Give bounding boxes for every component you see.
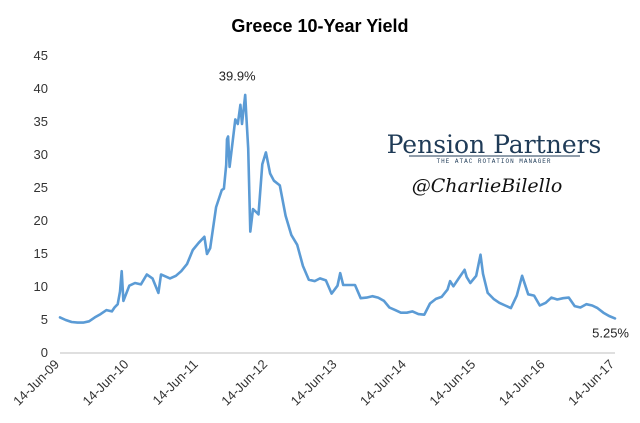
pension-partners-logo: Pension Partners THE ATAC ROTATION MANAG… xyxy=(387,130,602,165)
x-tick-label: 14-Jun-15 xyxy=(426,357,478,409)
twitter-handle: @CharlieBilello xyxy=(412,175,563,197)
annotations: 39.9% 5.25% xyxy=(219,69,630,341)
x-tick-label: 14-Jun-17 xyxy=(565,357,617,409)
x-tick-label: 14-Jun-13 xyxy=(288,357,340,409)
x-tick-label: 14-Jun-09 xyxy=(10,357,62,409)
series-line xyxy=(58,93,617,324)
y-tick-label: 45 xyxy=(34,48,48,63)
y-tick-label: 25 xyxy=(34,180,48,195)
y-tick-label: 20 xyxy=(34,213,48,228)
annotation-label: 5.25% xyxy=(592,325,629,340)
y-tick-label: 10 xyxy=(34,279,48,294)
y-axis: 0 5 10 15 20 25 30 35 40 45 xyxy=(34,48,48,360)
x-tick-label: 14-Jun-11 xyxy=(150,357,201,408)
y-tick-label: 0 xyxy=(41,345,48,360)
y-tick-label: 15 xyxy=(34,246,48,261)
annotation-label: 39.9% xyxy=(219,69,256,84)
brand-name: Pension Partners xyxy=(387,130,602,159)
y-tick-label: 35 xyxy=(34,114,48,129)
y-tick-label: 5 xyxy=(41,312,48,327)
x-tick-label: 14-Jun-16 xyxy=(496,357,548,409)
x-tick-label: 14-Jun-10 xyxy=(79,357,131,409)
y-tick-label: 40 xyxy=(34,81,48,96)
chart-title: Greece 10-Year Yield xyxy=(231,16,408,36)
x-tick-label: 14-Jun-14 xyxy=(357,357,409,409)
x-axis: 14-Jun-09 14-Jun-10 14-Jun-11 14-Jun-12 14-J… xyxy=(10,357,617,409)
x-tick-label: 14-Jun-12 xyxy=(218,357,270,409)
y-tick-label: 30 xyxy=(34,147,48,162)
brand-tagline: THE ATAC ROTATION MANAGER xyxy=(436,158,551,165)
